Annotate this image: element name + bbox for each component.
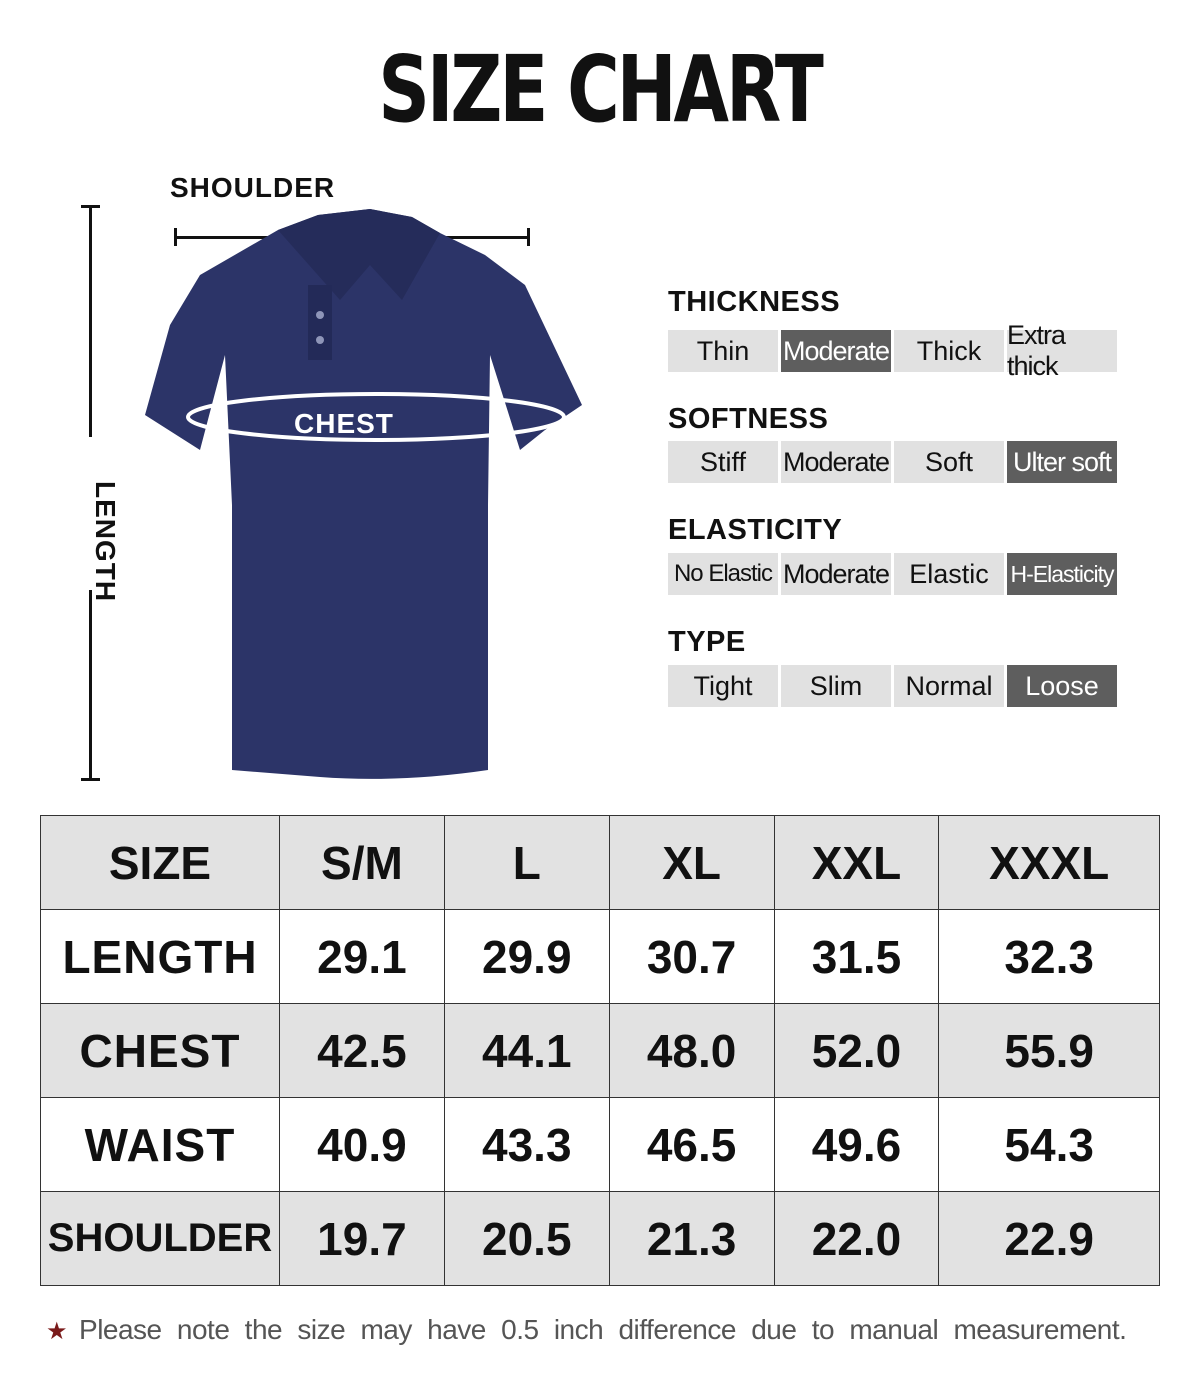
measurement-note: ★ Please note the size may have 0.5 inch … [46, 1314, 1127, 1346]
row-label: CHEST [40, 1003, 280, 1098]
table-row: SHOULDER 19.7 20.5 21.3 22.0 22.9 [40, 1191, 1160, 1286]
table-cell: 32.3 [938, 909, 1160, 1004]
shoulder-line-left [175, 236, 275, 239]
row-label: SHOULDER [40, 1191, 280, 1286]
chest-label: CHEST [294, 408, 394, 439]
shoulder-label: SHOULDER [170, 172, 336, 203]
thickness-label: THICKNESS [668, 286, 841, 318]
softness-option: Stiff [668, 441, 778, 483]
table-cell: 55.9 [938, 1003, 1160, 1098]
header-cell: L [443, 815, 610, 910]
table-cell: 31.5 [773, 909, 940, 1004]
shoulder-tick-right [527, 228, 530, 246]
table-cell: 19.7 [279, 1191, 445, 1286]
softness-options: Stiff Moderate Soft Ulter soft [668, 441, 1117, 483]
header-cell: XXL [773, 815, 940, 910]
note-text: Please note the size may have 0.5 inch d… [79, 1314, 1127, 1345]
table-cell: 22.0 [773, 1191, 940, 1286]
table-row: LENGTH 29.1 29.9 30.7 31.5 32.3 [40, 909, 1160, 1004]
table-cell: 44.1 [443, 1003, 610, 1098]
table-row: WAIST 40.9 43.3 46.5 49.6 54.3 [40, 1097, 1160, 1192]
star-icon: ★ [46, 1318, 68, 1345]
type-option: Normal [894, 665, 1004, 707]
header-cell: SIZE [40, 815, 280, 910]
type-options: Tight Slim Normal Loose [668, 665, 1117, 707]
length-line-top [89, 205, 92, 437]
header-cell: XL [608, 815, 775, 910]
elasticity-option: Moderate [781, 553, 891, 595]
length-tick-bottom [81, 778, 100, 781]
table-cell: 29.1 [279, 909, 445, 1004]
softness-label: SOFTNESS [668, 403, 829, 435]
thickness-option-selected: Moderate [781, 330, 891, 372]
type-option: Tight [668, 665, 778, 707]
table-cell: 29.9 [443, 909, 610, 1004]
header-cell: S/M [279, 815, 445, 910]
softness-option: Moderate [781, 441, 891, 483]
table-cell: 22.9 [938, 1191, 1160, 1286]
shoulder-tick-left [174, 228, 177, 246]
thickness-option: Thin [668, 330, 778, 372]
table-cell: 20.5 [443, 1191, 610, 1286]
page-title: SIZE CHART [378, 36, 824, 143]
thickness-options: Thin Moderate Thick Extra thick [668, 320, 1117, 381]
shoulder-line-right [430, 236, 530, 239]
elasticity-option: Elastic [894, 553, 1004, 595]
type-option-selected: Loose [1007, 665, 1117, 707]
table-cell: 43.3 [443, 1097, 610, 1192]
length-label: LENGTH [90, 481, 121, 603]
table-header-row: SIZE S/M L XL XXL XXXL [40, 815, 1160, 910]
row-label: LENGTH [40, 909, 280, 1004]
table-cell: 40.9 [279, 1097, 445, 1192]
elasticity-options: No Elastic Moderate Elastic H-Elasticity [668, 553, 1117, 595]
table-cell: 52.0 [773, 1003, 940, 1098]
elasticity-option-selected: H-Elasticity [1007, 553, 1117, 595]
type-label: TYPE [668, 626, 746, 658]
table-row: CHEST 42.5 44.1 48.0 52.0 55.9 [40, 1003, 1160, 1098]
elasticity-option: No Elastic [668, 553, 778, 595]
thickness-option: Thick [894, 330, 1004, 372]
elasticity-label: ELASTICITY [668, 514, 843, 546]
table-cell: 42.5 [279, 1003, 445, 1098]
table-cell: 30.7 [608, 909, 775, 1004]
table-cell: 49.6 [773, 1097, 940, 1192]
table-cell: 48.0 [608, 1003, 775, 1098]
table-cell: 54.3 [938, 1097, 1160, 1192]
table-cell: 46.5 [608, 1097, 775, 1192]
table-cell: 21.3 [608, 1191, 775, 1286]
type-option: Slim [781, 665, 891, 707]
row-label: WAIST [40, 1097, 280, 1192]
size-table: SIZE S/M L XL XXL XXXL LENGTH 29.1 29.9 … [40, 815, 1160, 1286]
thickness-option: Extra thick [1007, 320, 1117, 381]
polo-shirt-image [145, 209, 582, 779]
header-cell: XXXL [938, 815, 1160, 910]
softness-option-selected: Ulter soft [1007, 441, 1117, 483]
softness-option: Soft [894, 441, 1004, 483]
length-line-bottom [89, 590, 92, 780]
